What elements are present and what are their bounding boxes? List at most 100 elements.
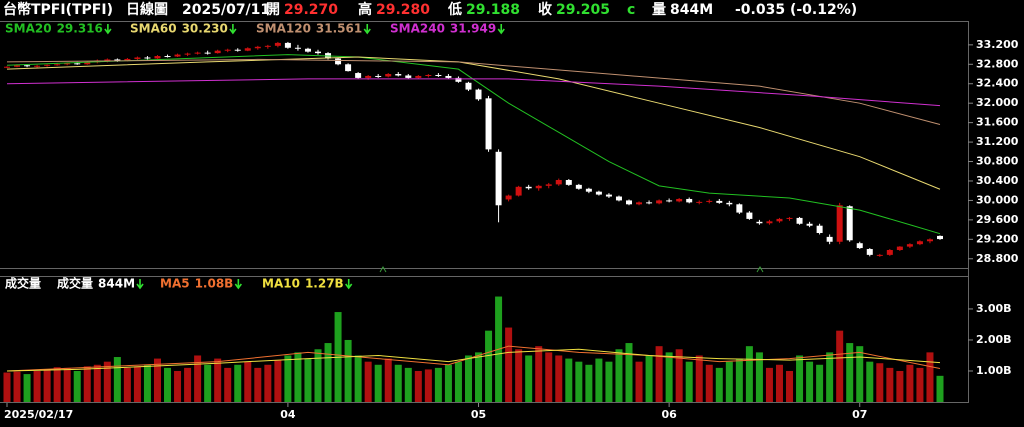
candle-body (244, 48, 251, 51)
volume-bar (394, 364, 402, 402)
volume-bar (113, 357, 121, 402)
candle-body (74, 63, 81, 65)
candle-body (234, 49, 241, 51)
volume-bar (765, 367, 773, 402)
candle-body (776, 218, 783, 222)
ma-line (6, 78, 941, 107)
volume-bar (816, 364, 824, 402)
candle-body (124, 58, 131, 61)
x-tick-label: 07 (852, 408, 867, 421)
y-tick-label: 2.00B (976, 333, 1012, 346)
change: -0.035 (-0.12%) (735, 2, 857, 18)
volume-label: 量 (652, 2, 666, 18)
candle-body (164, 56, 171, 58)
y-tick-label: 28.800 (976, 252, 1019, 265)
volume-bar (936, 375, 944, 402)
product: 台幣TPFI(TPFI) (3, 1, 113, 18)
volume-bar (93, 364, 101, 402)
volume-bar (655, 346, 663, 402)
volume-bar (214, 358, 222, 402)
volume-bar (23, 374, 31, 402)
candle-body (465, 82, 472, 90)
candle-body (656, 200, 663, 204)
candle-body (525, 186, 532, 189)
candle-body (706, 200, 713, 202)
candle-body (455, 77, 462, 82)
volume-bar (354, 355, 362, 402)
candle-body (174, 54, 181, 57)
candle-body (906, 244, 913, 247)
volume-bar (806, 361, 814, 402)
volume: 844M (670, 2, 713, 18)
candle-body (726, 202, 733, 205)
candle-body (154, 56, 161, 59)
volume-bar (595, 358, 603, 402)
candle-body (826, 236, 833, 242)
volume-bar (725, 361, 733, 402)
legend-name: MA5 (160, 277, 190, 291)
candle-body (716, 200, 723, 203)
volume-bar (896, 370, 904, 402)
volume-bar (775, 364, 783, 402)
candle-body (766, 221, 773, 224)
candle-body (595, 191, 602, 195)
candle-body (24, 65, 31, 67)
candle-body (615, 196, 622, 201)
volume-bar (284, 355, 292, 402)
candle-body (886, 250, 893, 255)
candle-body (646, 202, 653, 204)
candle-body (836, 205, 843, 242)
legend-value: 31.561 (316, 22, 362, 36)
legend-value: 29.316 (57, 22, 103, 36)
candle-body (585, 188, 592, 192)
high-label: 高 (358, 1, 372, 18)
volume-bar (444, 364, 452, 402)
y-tick-label: 31.200 (976, 135, 1019, 148)
candle-body (926, 239, 933, 242)
candle-body (575, 184, 582, 189)
volume-bar (234, 364, 242, 402)
volume-bar (73, 370, 81, 402)
volume-bar (796, 355, 804, 402)
volume-bar (545, 352, 553, 402)
volume-bar (836, 330, 844, 402)
candle-body (144, 57, 151, 59)
volume-bar (926, 352, 934, 402)
volume-bar (13, 371, 21, 402)
y-tick-label: 33.200 (976, 38, 1019, 51)
plot: 28.800 29.200 29.600 30.000 30.400 30.800 31.2… (3, 22, 1019, 421)
legend-value: 1.27B (305, 277, 344, 291)
y-tick-label: 32.400 (976, 77, 1019, 90)
volume-bar (184, 367, 192, 402)
volume-bar (33, 370, 41, 402)
candle-body (475, 89, 482, 100)
y-tick-label: 31.600 (976, 116, 1019, 129)
candle-body (485, 98, 492, 150)
volume-bar (525, 355, 533, 402)
volume-bar (464, 355, 472, 402)
candle-body (445, 75, 452, 78)
candle-body (846, 206, 853, 241)
candle-body (335, 58, 342, 65)
volume-bar (645, 355, 653, 402)
y-tick-label: 30.400 (976, 174, 1019, 187)
volume-bar (575, 361, 583, 402)
volume-bar (3, 372, 11, 402)
volume-bar (123, 367, 131, 402)
volume-bar (274, 360, 282, 402)
volume-bar (194, 355, 202, 402)
candle-body (676, 198, 683, 202)
arrow (345, 279, 353, 290)
candle-body (44, 64, 51, 66)
volume-bar (83, 366, 91, 402)
volume-bar (515, 349, 523, 402)
x-tick-label: 06 (661, 408, 677, 421)
arrow (104, 24, 112, 35)
ma-line (6, 345, 941, 372)
low: 29.188 (466, 2, 520, 18)
volume-bar (565, 358, 573, 402)
volume-bar (324, 343, 332, 402)
arrow (234, 279, 242, 290)
candle-body (696, 201, 703, 203)
legend-name: MA10 (262, 277, 300, 291)
